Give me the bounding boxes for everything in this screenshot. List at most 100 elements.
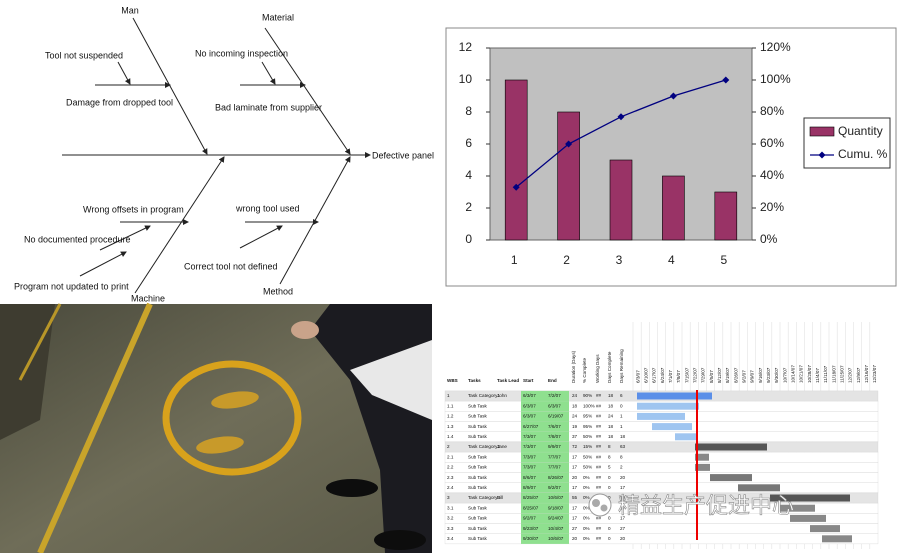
cause: Damage from dropped tool xyxy=(66,97,173,107)
cell: 17 xyxy=(572,505,578,510)
cell: 7/7/07 xyxy=(548,454,561,459)
cell: 3.3 xyxy=(447,526,454,531)
gantt-bar xyxy=(770,494,850,502)
date-label: 9/16/07 xyxy=(758,367,763,383)
cell: 18 xyxy=(608,424,614,429)
cell: 10/4/07 xyxy=(548,526,564,531)
bar xyxy=(662,175,685,241)
header: Tasks xyxy=(468,378,481,383)
footprint xyxy=(211,391,259,409)
date-cell xyxy=(521,533,569,544)
bar xyxy=(714,191,738,241)
header: % Complete xyxy=(582,358,587,383)
cell: Jane xyxy=(497,444,507,449)
cell: John xyxy=(497,393,507,398)
y-tick-label: 6 xyxy=(465,136,472,150)
cell: 90% xyxy=(583,393,592,398)
cell: 63 xyxy=(620,444,626,449)
cell: 3.4 xyxy=(447,536,454,541)
cause: Bad laminate from supplier xyxy=(215,102,322,112)
cell: 2 xyxy=(447,444,450,449)
y-tick-label: 8 xyxy=(465,104,472,118)
date-cell xyxy=(521,390,569,402)
header: Task Lead xyxy=(497,378,519,383)
row-bg xyxy=(444,533,879,545)
cell: 18 xyxy=(608,393,614,398)
date-cell xyxy=(521,441,569,453)
cell: 8 xyxy=(608,454,611,459)
cell: 8/9/07 xyxy=(523,485,536,490)
y2-tick-label: 0% xyxy=(760,232,778,246)
legend-label: Quantity xyxy=(838,124,883,138)
cell: 7/3/07 xyxy=(523,444,536,449)
y2-tick-label: 20% xyxy=(760,200,784,214)
cell: 17 xyxy=(572,485,578,490)
cell: Sub Task xyxy=(468,403,488,408)
cell: 7/7/07 xyxy=(548,465,561,470)
marker xyxy=(512,183,520,191)
cell: 15% xyxy=(583,444,592,449)
cell: 7/3/07 xyxy=(523,434,536,439)
cell: 72 xyxy=(572,444,578,449)
cell: 55 xyxy=(620,495,626,500)
cell: 37 xyxy=(572,434,578,439)
marker xyxy=(565,140,573,148)
cell: ## xyxy=(596,424,602,429)
cell: 7/3/07 xyxy=(523,454,536,459)
branch xyxy=(261,61,276,85)
marker xyxy=(617,113,625,121)
cell: 8/25/07 xyxy=(523,495,539,500)
cell: Task Category1 xyxy=(468,393,500,398)
cell: 6/3/07 xyxy=(523,393,536,398)
cell: 17 xyxy=(620,485,626,490)
cell: 9/9/07 xyxy=(548,444,561,449)
cause: Program not updated to print xyxy=(14,281,129,291)
date-cell xyxy=(521,421,569,432)
y2-tick-label: 60% xyxy=(760,136,784,150)
date-label: 6/17/07 xyxy=(652,367,657,383)
header: Duration (Days) xyxy=(571,350,576,383)
cell: ## xyxy=(596,485,602,490)
wechat-icon xyxy=(600,504,608,512)
y-tick-label: 12 xyxy=(459,40,473,54)
cell: 17 xyxy=(572,454,578,459)
cell: ## xyxy=(596,444,602,449)
gantt-bar xyxy=(637,412,685,420)
cell: ## xyxy=(596,536,602,541)
cell: 6/3/07 xyxy=(523,403,536,408)
cell: 0% xyxy=(583,536,590,541)
date-cell xyxy=(521,472,569,483)
date-cell xyxy=(521,401,569,412)
cell: 2.3 xyxy=(447,475,454,480)
cell: 0% xyxy=(583,516,590,521)
cell: 1.2 xyxy=(447,414,454,419)
cell: 1 xyxy=(447,393,450,398)
cell: Sub Task xyxy=(468,536,488,541)
cell: 9/2/07 xyxy=(548,485,561,490)
branch xyxy=(79,251,127,277)
cell: Task Category2 xyxy=(468,444,500,449)
cell: 6/19/07 xyxy=(548,414,564,419)
legend-marker xyxy=(818,151,826,159)
date-label: 9/9/07 xyxy=(750,370,755,383)
bone xyxy=(132,17,208,155)
cell: 20 xyxy=(572,536,578,541)
cell: 20 xyxy=(572,475,578,480)
date-label: 12/16/07 xyxy=(864,365,869,383)
cell: 0 xyxy=(608,475,611,480)
date-label: 6/24/07 xyxy=(660,367,665,383)
fishbone: Man Material Machine Method Defective pa… xyxy=(14,5,434,303)
row-bg xyxy=(444,472,879,483)
cell: Sub Task xyxy=(468,505,488,510)
photo xyxy=(0,302,432,553)
date-label: 8/26/07 xyxy=(733,367,738,383)
cell: 5 xyxy=(608,465,611,470)
cell: 0 xyxy=(608,485,611,490)
cell: ## xyxy=(596,403,602,408)
date-label: 10/7/07 xyxy=(782,367,787,383)
cause: wrong tool used xyxy=(235,203,300,213)
date-label: 12/23/07 xyxy=(872,365,877,383)
cell: 50% xyxy=(583,465,592,470)
